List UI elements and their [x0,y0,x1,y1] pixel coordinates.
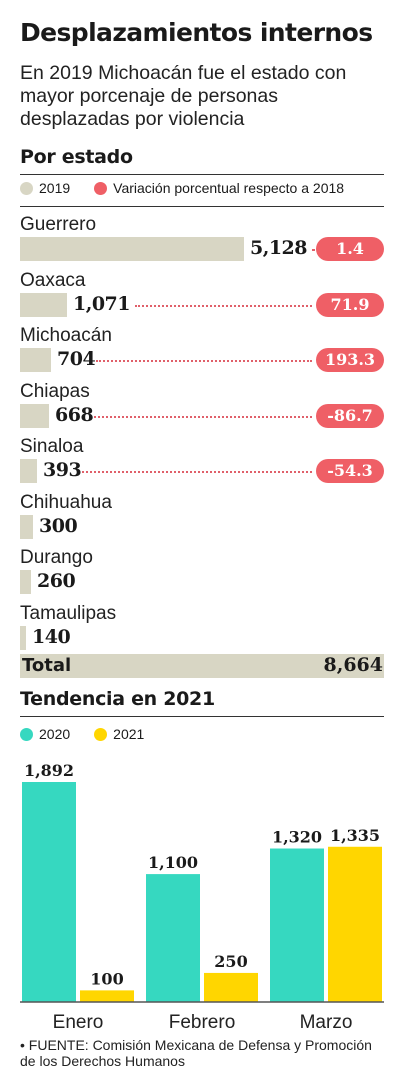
legend-2019-label: 2019 [39,180,71,196]
page-subtitle: En 2019 Michoacán fue el estado con mayo… [20,62,347,130]
legend-rule [20,206,384,207]
legend-2019-swatch [20,181,33,195]
states-heading-rule [20,174,384,175]
state-leader-oaxaca [134,304,312,307]
trend-bar-febrero-2020 [146,874,200,1002]
trend-bar-enero-2021 [80,990,134,1002]
legend-variation-swatch [94,181,108,195]
trend-value-febrero-2021: 250 [214,952,247,971]
trend-bar-marzo-2021 [328,846,382,1002]
state-bar-guerrero [20,237,244,261]
trend-value-febrero-2020: 1,100 [148,853,198,872]
state-variation-sinaloa: -54.3 [316,459,384,483]
trend-value-enero-2020: 1,892 [24,761,74,780]
state-bar-oaxaca [20,292,67,317]
state-leader-michoacan [95,360,312,362]
state-value-michoacan: 704 [57,348,96,370]
state-label-chiapas: Chiapas [20,380,90,402]
state-value-tamaulipas: 140 [32,625,71,648]
state-value-sinaloa: 393 [43,459,82,481]
source-note: • FUENTE: Comisión Mexicana de Defensa y… [20,1037,372,1069]
trend-heading: Tendencia en 2021 [20,688,215,710]
state-variation-oaxaca: 71.9 [316,292,384,317]
states-heading: Por estado [20,146,133,168]
state-value-durango: 260 [37,570,76,592]
page-title: Desplazamientos internos [20,18,373,47]
trend-value-marzo-2020: 1,320 [272,828,322,847]
state-value-oaxaca: 1,071 [73,292,131,315]
state-bar-chiapas [20,403,49,428]
state-label-sinaloa: Sinaloa [20,436,84,457]
trend-heading-rule [20,716,384,717]
legend-2021-swatch [94,727,108,741]
trend-category-enero: Enero [53,1012,104,1033]
state-bar-durango [20,570,31,594]
state-leader-chiapas [93,415,312,418]
state-label-tamaulipas: Tamaulipas [20,602,117,624]
state-value-chiapas: 668 [55,403,94,426]
state-label-durango: Durango [20,547,93,568]
trend-bar-enero-2020 [22,782,76,1002]
legend-2020-label: 2020 [39,726,71,742]
state-variation-guerrero: 1.4 [316,237,384,261]
legend-2020-swatch [20,727,33,741]
trend-category-marzo: Marzo [300,1012,353,1033]
state-label-guerrero: Guerrero [20,214,97,235]
state-leader-sinaloa [81,471,312,473]
total-label: Total [22,655,72,676]
trend-category-febrero: Febrero [169,1012,236,1033]
trend-bar-chart: 1,892 100 Enero 1,100 250 Febrero 1,320 1,335 Ma… [20,761,384,1033]
state-value-guerrero: 5,128 [250,237,308,259]
trend-value-marzo-2021: 1,335 [330,826,380,845]
legend-2021-label: 2021 [113,726,145,742]
state-bar-chihuahua [20,514,33,539]
trend-bar-marzo-2020 [270,848,324,1002]
state-label-oaxaca: Oaxaca [20,269,86,291]
states-legend: 2019 Variación porcentual respecto a 201… [20,180,344,196]
total-bar [20,654,384,678]
state-variation-chiapas: -86.7 [316,403,384,428]
state-label-chihuahua: Chihuahua [20,491,112,513]
state-bar-michoacan [20,348,51,372]
total-value: 8,664 [323,654,384,676]
legend-variation-label: Variación porcentual respecto a 2018 [113,180,345,196]
trend-legend: 2020 2021 [20,726,144,742]
trend-value-enero-2021: 100 [90,969,123,988]
state-bar-tamaulipas [20,625,26,650]
state-value-chihuahua: 300 [39,514,78,537]
trend-bar-febrero-2021 [204,972,258,1002]
state-variation-michoacan: 193.3 [316,348,384,372]
state-label-michoacan: Michoacán [20,325,112,346]
state-bar-sinaloa [20,459,37,483]
state-leader-guerrero [311,249,312,251]
